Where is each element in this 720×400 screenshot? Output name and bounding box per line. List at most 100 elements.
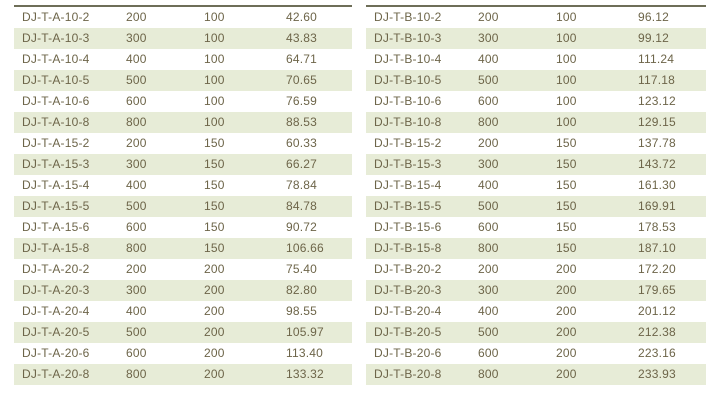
value-cell: 150 (556, 136, 577, 150)
value-cell: 400 (126, 178, 147, 192)
value-cell: 150 (204, 178, 225, 192)
model-code-cell: DJ-T-B-10-8 (374, 115, 442, 129)
value-cell: 133.32 (286, 367, 324, 381)
value-cell: 179.65 (638, 283, 676, 297)
value-cell: 70.65 (286, 73, 318, 87)
table-row: DJ-T-A-20-6 600 200 113.40 (14, 343, 352, 364)
table-row: DJ-T-B-10-3 300 100 99.12 (366, 28, 706, 49)
table-row: DJ-T-A-10-2 200 100 42.60 (14, 7, 352, 28)
value-cell: 100 (204, 52, 225, 66)
value-cell: 400 (126, 304, 147, 318)
model-code-cell: DJ-T-B-20-8 (374, 367, 442, 381)
value-cell: 200 (204, 283, 225, 297)
value-cell: 66.27 (286, 157, 318, 171)
value-cell: 150 (556, 220, 577, 234)
value-cell: 600 (478, 346, 499, 360)
model-code-cell: DJ-T-A-20-2 (22, 262, 90, 276)
value-cell: 500 (126, 73, 147, 87)
value-cell: 212.38 (638, 325, 676, 339)
model-code-cell: DJ-T-B-10-2 (374, 10, 442, 24)
value-cell: 150 (556, 199, 577, 213)
value-cell: 800 (478, 241, 499, 255)
value-cell: 600 (478, 220, 499, 234)
value-cell: 187.10 (638, 241, 676, 255)
value-cell: 129.15 (638, 115, 676, 129)
table-row: DJ-T-A-20-3 300 200 82.80 (14, 280, 352, 301)
value-cell: 100 (556, 31, 577, 45)
table-row: DJ-T-A-15-3 300 150 66.27 (14, 154, 352, 175)
value-cell: 200 (556, 262, 577, 276)
model-code-cell: DJ-T-A-15-6 (22, 220, 90, 234)
value-cell: 150 (204, 136, 225, 150)
table-row: DJ-T-A-10-5 500 100 70.65 (14, 70, 352, 91)
table-row: DJ-T-B-20-8 800 200 233.93 (366, 364, 706, 385)
value-cell: 98.55 (286, 304, 318, 318)
value-cell: 78.84 (286, 178, 318, 192)
table-row: DJ-T-B-20-6 600 200 223.16 (366, 343, 706, 364)
model-code-cell: DJ-T-A-10-6 (22, 94, 90, 108)
value-cell: 233.93 (638, 367, 676, 381)
value-cell: 100 (204, 10, 225, 24)
table-row: DJ-T-B-20-2 200 200 172.20 (366, 259, 706, 280)
table-row: DJ-T-B-10-6 600 100 123.12 (366, 91, 706, 112)
value-cell: 100 (556, 94, 577, 108)
value-cell: 200 (478, 10, 499, 24)
value-cell: 500 (126, 199, 147, 213)
value-cell: 161.30 (638, 178, 676, 192)
value-cell: 300 (126, 157, 147, 171)
table-row: DJ-T-A-15-8 800 150 106.66 (14, 238, 352, 259)
value-cell: 223.16 (638, 346, 676, 360)
value-cell: 75.40 (286, 262, 318, 276)
value-cell: 100 (556, 10, 577, 24)
model-code-cell: DJ-T-A-20-6 (22, 346, 90, 360)
price-table-b: DJ-T-B-10-2 200 100 96.12 DJ-T-B-10-3 300 100 9… (366, 5, 706, 385)
value-cell: 64.71 (286, 52, 318, 66)
value-cell: 200 (478, 262, 499, 276)
table-row: DJ-T-A-15-5 500 150 84.78 (14, 196, 352, 217)
table-row: DJ-T-A-15-4 400 150 78.84 (14, 175, 352, 196)
value-cell: 76.59 (286, 94, 318, 108)
value-cell: 200 (126, 136, 147, 150)
value-cell: 300 (126, 31, 147, 45)
value-cell: 178.53 (638, 220, 676, 234)
value-cell: 96.12 (638, 10, 670, 24)
model-code-cell: DJ-T-B-10-3 (374, 31, 442, 45)
value-cell: 300 (126, 283, 147, 297)
model-code-cell: DJ-T-A-10-2 (22, 10, 90, 24)
model-code-cell: DJ-T-A-15-8 (22, 241, 90, 255)
value-cell: 200 (204, 367, 225, 381)
table-row: DJ-T-A-10-3 300 100 43.83 (14, 28, 352, 49)
value-cell: 150 (556, 241, 577, 255)
model-code-cell: DJ-T-A-15-5 (22, 199, 90, 213)
value-cell: 400 (478, 304, 499, 318)
table-row: DJ-T-B-15-8 800 150 187.10 (366, 238, 706, 259)
model-code-cell: DJ-T-B-20-2 (374, 262, 442, 276)
value-cell: 300 (478, 157, 499, 171)
model-code-cell: DJ-T-B-10-6 (374, 94, 442, 108)
value-cell: 500 (126, 325, 147, 339)
model-code-cell: DJ-T-B-15-6 (374, 220, 442, 234)
value-cell: 117.18 (638, 73, 676, 87)
model-code-cell: DJ-T-B-10-5 (374, 73, 442, 87)
value-cell: 800 (126, 115, 147, 129)
value-cell: 400 (126, 52, 147, 66)
value-cell: 172.20 (638, 262, 676, 276)
table-row: DJ-T-B-20-5 500 200 212.38 (366, 322, 706, 343)
value-cell: 90.72 (286, 220, 318, 234)
model-code-cell: DJ-T-A-20-5 (22, 325, 90, 339)
value-cell: 600 (126, 220, 147, 234)
value-cell: 600 (126, 94, 147, 108)
value-cell: 500 (478, 325, 499, 339)
table-row: DJ-T-B-10-8 800 100 129.15 (366, 112, 706, 133)
table-row: DJ-T-B-10-5 500 100 117.18 (366, 70, 706, 91)
value-cell: 800 (126, 367, 147, 381)
value-cell: 84.78 (286, 199, 318, 213)
table-row: DJ-T-B-20-3 300 200 179.65 (366, 280, 706, 301)
value-cell: 200 (204, 346, 225, 360)
table-row: DJ-T-A-20-5 500 200 105.97 (14, 322, 352, 343)
model-code-cell: DJ-T-B-15-3 (374, 157, 442, 171)
model-code-cell: DJ-T-B-20-6 (374, 346, 442, 360)
value-cell: 800 (478, 115, 499, 129)
value-cell: 150 (204, 199, 225, 213)
